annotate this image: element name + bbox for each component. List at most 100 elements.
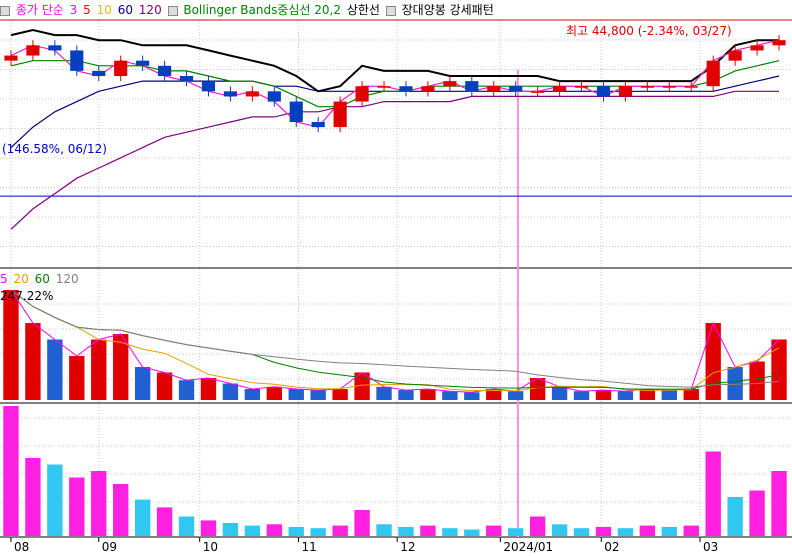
- oscillator-bar: [420, 525, 436, 536]
- oscillator-bar: [442, 528, 458, 536]
- candle-body: [92, 70, 106, 76]
- oscillator-bar: [508, 528, 524, 536]
- legend-item-ma5: 5: [83, 3, 91, 17]
- oscillator-bar: [376, 524, 392, 536]
- high-annotation: 최고 44,800 (-2.34%, 03/27): [566, 24, 732, 38]
- volume-bar: [661, 390, 677, 400]
- oscillator-bar: [749, 490, 765, 536]
- volume-bar: [134, 367, 151, 400]
- candle-body: [596, 86, 611, 97]
- candle-body: [399, 86, 413, 92]
- oscillator-bar: [595, 526, 612, 536]
- volume-bar: [508, 391, 524, 400]
- volume-bar: [113, 334, 129, 400]
- oscillator-bar: [25, 458, 41, 536]
- volume-bar: [3, 290, 19, 400]
- candle-body: [662, 86, 676, 88]
- candle-body: [531, 91, 545, 93]
- candle-body: [311, 122, 325, 128]
- volume-bar: [727, 367, 743, 400]
- candle-body: [640, 86, 654, 88]
- oscillator-bar: [288, 526, 304, 536]
- candle-body: [158, 65, 172, 76]
- candle-body: [267, 91, 281, 102]
- oscillator-bar: [266, 524, 282, 536]
- x-axis: 08 09 10 11 12 2024/01 02 03: [10, 537, 718, 554]
- volume-bar: [222, 383, 239, 400]
- legend-item-ma10: 10: [96, 3, 112, 17]
- volume-bar: [529, 378, 546, 400]
- x-tick-label: 11: [301, 540, 316, 553]
- x-tick-label: 2024/01: [503, 540, 553, 553]
- candle-body: [618, 86, 632, 97]
- oscillator-bar: [661, 526, 677, 536]
- oscillator-bar: [310, 528, 326, 536]
- candle-body: [706, 60, 720, 87]
- oscillator-bar: [47, 464, 63, 536]
- volume-annotation: 247.22%: [0, 289, 54, 303]
- volume-ma-line: [10, 289, 780, 388]
- oscillator-bar: [727, 497, 743, 536]
- legend-item-ma120: 120: [138, 3, 162, 17]
- volume-bar: [639, 389, 656, 400]
- volume-bar: [266, 386, 282, 400]
- oscillator-bar: [200, 520, 217, 536]
- oscillator-bar: [69, 477, 85, 536]
- x-tick-label: 02: [604, 540, 619, 553]
- candle-body: [201, 81, 216, 92]
- candle-body: [377, 86, 391, 88]
- legend-checkbox[interactable]: [385, 5, 396, 16]
- legend-item-bollinger: Bollinger Bands중심선 20,2: [183, 3, 342, 17]
- volume-bar: [771, 339, 787, 400]
- oscillator-bar: [486, 525, 502, 536]
- legend-checkbox[interactable]: [0, 5, 10, 16]
- legend-item-pattern: 장대양봉 강세패턴: [401, 3, 494, 17]
- volume-bar: [354, 372, 370, 400]
- bollinger-upper-line: [10, 28, 779, 93]
- ma120-line: [10, 90, 779, 230]
- candle-body: [245, 91, 259, 97]
- volume-ma-line: [10, 289, 780, 392]
- volume-bar: [705, 323, 721, 400]
- price-panel: [0, 19, 792, 230]
- volume-bar: [376, 386, 392, 400]
- oscillator-bar: [354, 510, 370, 536]
- volume-bar: [288, 389, 304, 400]
- oscillator-bar: [573, 528, 590, 536]
- candle-body: [728, 50, 742, 61]
- candle-body: [70, 50, 84, 71]
- oscillator-bar: [244, 525, 261, 536]
- vol-legend-60: 60: [34, 272, 50, 286]
- legend-checkbox[interactable]: [167, 5, 178, 16]
- candle-body: [574, 86, 589, 88]
- oscillator-bar: [398, 526, 414, 536]
- volume-bar: [398, 390, 414, 400]
- volume-bar: [91, 339, 107, 400]
- oscillator-bar: [529, 516, 546, 536]
- candle-body: [772, 40, 786, 46]
- oscillator-bar: [222, 523, 239, 536]
- oscillator-bar: [134, 499, 151, 536]
- volume-panel: [3, 289, 787, 400]
- candle-body: [553, 86, 567, 92]
- volume-bar: [310, 390, 326, 400]
- candle-body: [136, 60, 150, 66]
- candle-body: [684, 86, 698, 88]
- oscillator-bar: [156, 507, 173, 536]
- volume-bar: [595, 390, 612, 400]
- candle-body: [26, 45, 40, 56]
- oscillator-bar: [683, 525, 699, 536]
- candle-body: [355, 86, 369, 102]
- candle-body: [443, 81, 457, 87]
- oscillator-bar: [639, 525, 656, 536]
- volume-bar: [617, 391, 634, 400]
- candle-body: [421, 86, 435, 92]
- volume-bar: [420, 389, 436, 400]
- legend-item-close: 종가 단순: [15, 3, 64, 17]
- x-tick-label: 03: [703, 540, 718, 553]
- grid: [0, 20, 792, 538]
- candle-body: [465, 81, 479, 92]
- candle-body: [487, 86, 501, 92]
